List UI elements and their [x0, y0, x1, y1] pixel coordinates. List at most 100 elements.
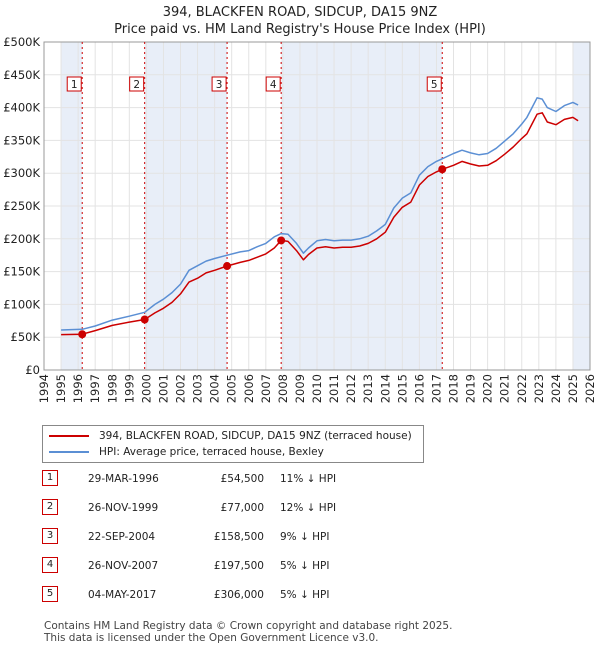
- x-tick-label: 1997: [88, 374, 102, 403]
- x-tick-label: 1996: [71, 374, 85, 403]
- x-tick-label: 2021: [498, 374, 512, 403]
- x-tick-label: 1994: [37, 374, 51, 403]
- x-tick-label: 2018: [447, 374, 461, 403]
- sale-hpi-diff: 9% ↓ HPI: [280, 531, 330, 543]
- x-tick-label: 2007: [259, 374, 273, 403]
- x-tick-label: 2012: [344, 374, 358, 403]
- sale-badge-label-4: 4: [270, 79, 277, 91]
- x-tick-label: 2016: [412, 374, 426, 403]
- sale-badge-box-1: [66, 76, 82, 92]
- sale-price: £158,500: [213, 531, 264, 543]
- x-tick-label: 2009: [293, 374, 307, 403]
- y-tick-label: £150K: [3, 265, 40, 279]
- sale-number: 5: [42, 586, 58, 602]
- sale-row-5: 5 04-MAY-2017 £306,000 5% ↓ HPI: [42, 586, 372, 602]
- sale-price: £306,000: [213, 589, 264, 601]
- y-tick-label: £300K: [3, 166, 40, 180]
- x-tick-label: 2004: [208, 374, 222, 403]
- x-tick-label: 2013: [361, 374, 375, 403]
- legend-swatch-hpi: [49, 451, 89, 453]
- x-tick-label: 2003: [191, 374, 205, 403]
- x-tick-label: 2011: [327, 374, 341, 403]
- sale-badge-box-3: [211, 76, 227, 92]
- y-tick-label: £50K: [11, 330, 41, 344]
- sale-badge-label-1: 1: [71, 79, 78, 91]
- sale-price: £197,500: [213, 560, 264, 572]
- x-tick-label: 2023: [532, 374, 546, 403]
- x-tick-label: 2002: [174, 374, 188, 403]
- y-tick-label: £450K: [3, 68, 40, 82]
- title-line-1: 394, BLACKFEN ROAD, SIDCUP, DA15 9NZ: [162, 5, 438, 20]
- sale-point-4: [277, 236, 286, 245]
- sale-badge-label-2: 2: [133, 79, 140, 91]
- x-tick-label: 2022: [515, 374, 529, 403]
- y-tick-label: £200K: [3, 232, 40, 246]
- sale-badge-box-2: [129, 76, 145, 92]
- x-tick-label: 2008: [276, 374, 290, 403]
- sale-point-2: [140, 315, 149, 324]
- y-tick-label: £400K: [3, 101, 40, 115]
- y-tick-label: £0: [25, 363, 40, 377]
- sale-hpi-diff: 12% ↓ HPI: [280, 502, 337, 514]
- x-tick-label: 2010: [310, 374, 324, 403]
- sale-row-3: 3 22-SEP-2004 £158,500 9% ↓ HPI: [42, 528, 372, 544]
- x-tick-label: 2019: [464, 374, 478, 403]
- sale-price: £77,000: [220, 502, 264, 514]
- x-tick-label: 2000: [139, 374, 153, 403]
- sale-hpi-diff: 5% ↓ HPI: [280, 560, 330, 572]
- x-tick-label: 2025: [566, 374, 580, 403]
- x-tick-label: 2015: [395, 374, 409, 403]
- sale-hpi-diff: 11% ↓ HPI: [280, 473, 337, 485]
- series-line-property: [61, 112, 579, 336]
- legend-swatch-property: [49, 435, 89, 437]
- sale-hpi-diff: 5% ↓ HPI: [280, 589, 330, 601]
- x-tick-label: 2017: [429, 374, 443, 403]
- sale-date: 26-NOV-2007: [88, 560, 159, 572]
- x-tick-label: 2005: [225, 374, 239, 403]
- x-tick-label: 1995: [54, 374, 68, 403]
- y-tick-label: £100K: [3, 297, 40, 311]
- sale-row-2: 2 26-NOV-1999 £77,000 12% ↓ HPI: [42, 499, 372, 515]
- title-line-2: Price paid vs. HM Land Registry's House …: [114, 22, 486, 37]
- x-tick-label: 2020: [481, 374, 495, 403]
- x-tick-label: 2024: [549, 374, 563, 403]
- price-chart: £0 £50K £100K £150K £200K £250K £300K £350K £400…: [3, 35, 597, 403]
- sale-date: 22-SEP-2004: [88, 531, 156, 543]
- sale-number: 2: [42, 499, 58, 515]
- sale-point-3: [223, 262, 232, 271]
- sale-point-1: [78, 330, 87, 339]
- sale-badge-label-3: 3: [216, 79, 223, 91]
- legend-item-hpi: HPI: Average price, terraced house, Bexl…: [49, 444, 324, 460]
- sale-date: 04-MAY-2017: [88, 589, 157, 601]
- sale-date: 26-NOV-1999: [88, 502, 159, 514]
- x-tick-label: 2014: [378, 374, 392, 403]
- sale-price: £54,500: [220, 473, 264, 485]
- legend: 394, BLACKFEN ROAD, SIDCUP, DA15 9NZ (te…: [42, 425, 424, 463]
- plot-frame: [43, 41, 591, 371]
- sale-row-4: 4 26-NOV-2007 £197,500 5% ↓ HPI: [42, 557, 372, 573]
- footer-line-1: Contains HM Land Registry data © Crown c…: [44, 620, 453, 632]
- x-tick-label: 1998: [105, 374, 119, 403]
- sale-number: 3: [42, 528, 58, 544]
- legend-label-hpi: HPI: Average price, terraced house, Bexl…: [99, 446, 324, 458]
- legend-item-property: 394, BLACKFEN ROAD, SIDCUP, DA15 9NZ (te…: [49, 428, 412, 444]
- sale-row-1: 1 29-MAR-1996 £54,500 11% ↓ HPI: [42, 470, 372, 486]
- legend-label-property: 394, BLACKFEN ROAD, SIDCUP, DA15 9NZ (te…: [99, 430, 412, 442]
- sale-number: 1: [42, 470, 58, 486]
- y-tick-label: £500K: [3, 35, 40, 49]
- y-tick-label: £350K: [3, 133, 40, 147]
- footer: Contains HM Land Registry data © Crown c…: [44, 620, 452, 644]
- sale-badge-label-5: 5: [431, 79, 438, 91]
- sale-number: 4: [42, 557, 58, 573]
- footer-line-2: This data is licensed under the Open Gov…: [44, 632, 379, 644]
- x-tick-label: 2001: [156, 374, 170, 403]
- chart-title: 394, BLACKFEN ROAD, SIDCUP, DA15 9NZ Pri…: [0, 4, 600, 38]
- x-tick-label: 2026: [583, 374, 597, 403]
- x-tick-label: 1999: [122, 374, 136, 403]
- sale-badge-box-4: [265, 76, 281, 92]
- sale-badge-box-5: [426, 76, 442, 92]
- sale-point-5: [438, 165, 447, 174]
- sale-date: 29-MAR-1996: [88, 473, 159, 485]
- y-tick-label: £250K: [3, 199, 40, 213]
- x-tick-label: 2006: [242, 374, 256, 403]
